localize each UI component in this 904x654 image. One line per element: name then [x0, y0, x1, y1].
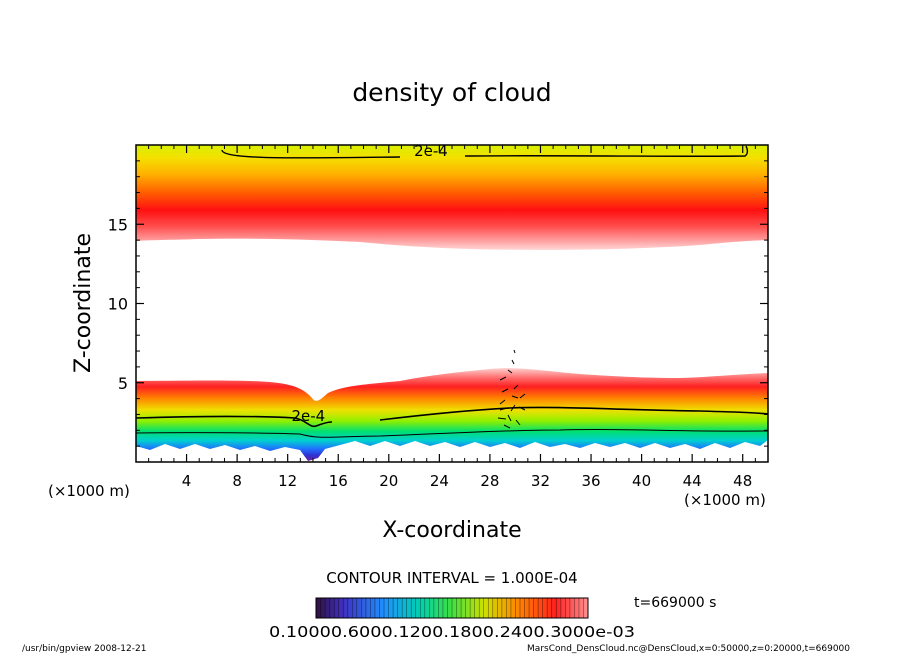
- footer-right: MarsCond_DensCloud.nc@DensCloud,x=0:5000…: [527, 644, 850, 654]
- contour-field: 2e-42e-4: [136, 145, 768, 461]
- y-axis-ticks: 5 10 15: [108, 160, 768, 447]
- x-tick-label: 16: [329, 472, 348, 490]
- x-axis-title: X-coordinate: [382, 518, 521, 543]
- x-axis-ticks: 4 8 12 16 20 24 28 32 36 40 44 48: [148, 145, 756, 490]
- x-tick-label: 4: [182, 472, 192, 490]
- x-unit-label-right: (×1000 m): [684, 491, 766, 509]
- x-tick-label: 32: [531, 472, 550, 490]
- y-axis-title: Z-coordinate: [71, 233, 96, 373]
- x-tick-label: 44: [683, 472, 702, 490]
- x-tick-label: 8: [232, 472, 242, 490]
- contour-interval-text: CONTOUR INTERVAL = 1.000E-04: [326, 569, 577, 587]
- chart-title: density of cloud: [352, 78, 551, 107]
- convective-noise: [497, 349, 526, 429]
- time-label: t=669000 s: [634, 595, 716, 611]
- x-tick-label: 20: [379, 472, 398, 490]
- x-tick-label: 12: [278, 472, 297, 490]
- x-tick-label: 40: [632, 472, 651, 490]
- y-tick-label: 15: [108, 215, 128, 234]
- x-tick-label: 24: [430, 472, 449, 490]
- colorbar-bands: [320, 598, 584, 618]
- contour-line-low: [136, 428, 768, 438]
- y-tick-label: 10: [108, 295, 128, 314]
- footer-left: /usr/bin/gpview 2008-12-21: [22, 644, 146, 654]
- y-tick-label: 5: [118, 374, 128, 393]
- x-tick-label: 28: [480, 472, 499, 490]
- x-tick-label: 48: [733, 472, 752, 490]
- upper-cloud-layer: [136, 145, 768, 250]
- colorbar-tick-labels: 0.10000.6000.1200.1800.2400.3000e-03: [269, 623, 635, 641]
- contour-label: 2e-4: [291, 407, 325, 425]
- contour-line-mid-lower: [136, 406, 768, 428]
- lower-cloud-layer: [136, 368, 768, 461]
- contour-line-upper: [221, 145, 749, 159]
- x-tick-label: 36: [581, 472, 600, 490]
- x-unit-label-left: (×1000 m): [48, 482, 130, 500]
